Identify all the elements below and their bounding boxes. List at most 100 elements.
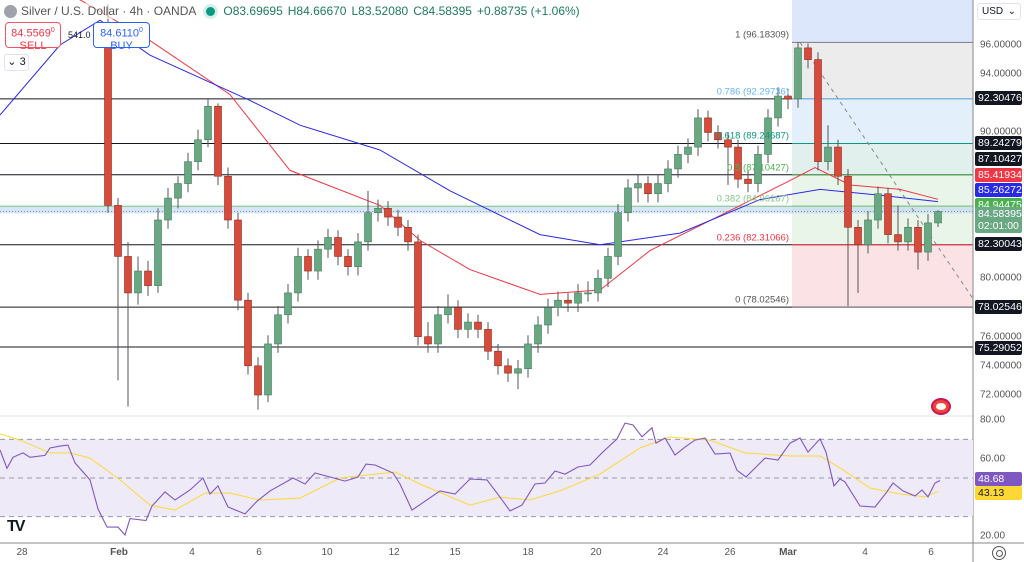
candle-body bbox=[484, 329, 492, 352]
chevron-down-icon: ⌄ bbox=[7, 56, 20, 68]
rsi-ma-line bbox=[0, 433, 939, 511]
settings-gear-icon[interactable] bbox=[992, 546, 1006, 560]
rsi-tick-label: 80.00 bbox=[980, 414, 1006, 426]
fib-ratio: 0.618 bbox=[716, 130, 741, 142]
fib-price: 84.96167 bbox=[746, 193, 786, 205]
candle-body bbox=[194, 139, 202, 162]
price-tick-label: 96.00000 bbox=[980, 39, 1022, 51]
candle-body bbox=[434, 314, 442, 345]
candle-body bbox=[854, 226, 862, 246]
candle-body bbox=[714, 132, 722, 141]
date-tick-label: 20 bbox=[590, 547, 602, 558]
price-tick-label: 74.00000 bbox=[980, 360, 1022, 372]
tradingview-logo-icon[interactable]: TV bbox=[7, 518, 26, 535]
candle-body bbox=[324, 237, 332, 250]
candle-body bbox=[244, 299, 252, 367]
candle-body bbox=[114, 205, 122, 257]
fib-zone bbox=[792, 244, 973, 308]
fib-price: 82.31066 bbox=[746, 232, 786, 244]
low-value: L83.52080 bbox=[351, 4, 409, 18]
candle-body bbox=[664, 168, 672, 184]
candle-body bbox=[884, 193, 892, 235]
rsi-value-tag: 48.68 bbox=[975, 472, 1022, 486]
candle-body bbox=[874, 193, 882, 221]
candle-body bbox=[464, 321, 472, 330]
fib-ratio: 0.382 bbox=[716, 193, 741, 205]
candle-body bbox=[444, 307, 452, 316]
candle-body bbox=[454, 307, 462, 330]
fib-ratio: 1 bbox=[735, 29, 741, 41]
price-level-tag: 85.26272 bbox=[975, 183, 1022, 197]
indicators-toggle-button[interactable]: ⌄ 3 bbox=[4, 54, 29, 71]
candle-body bbox=[734, 146, 742, 180]
candle-body bbox=[294, 256, 302, 294]
date-tick-label: 28 bbox=[16, 547, 28, 558]
candle-body bbox=[744, 178, 752, 184]
buy-label: BUY bbox=[110, 39, 133, 52]
candle-body bbox=[414, 241, 422, 337]
candle-body bbox=[764, 117, 772, 155]
candle-body bbox=[684, 146, 692, 155]
candle-body bbox=[914, 226, 922, 253]
candle-body bbox=[584, 292, 592, 295]
price-level-tag: 87.10427 bbox=[975, 152, 1022, 166]
candle-body bbox=[504, 365, 512, 374]
candle-body bbox=[374, 208, 382, 214]
candle-body bbox=[354, 241, 362, 267]
date-tick-label: Feb bbox=[110, 547, 128, 558]
sell-button[interactable]: 84.55690 SELL bbox=[5, 22, 61, 52]
sell-label: SELL bbox=[19, 39, 47, 52]
candle-body bbox=[534, 324, 542, 345]
candle-body bbox=[824, 146, 832, 162]
fib-ratio: 0 bbox=[735, 294, 741, 306]
fib-zone bbox=[792, 174, 973, 206]
fib-level-label: 0.618 (89.24687) bbox=[716, 130, 789, 142]
candle-body bbox=[864, 219, 872, 246]
candle-body bbox=[814, 59, 822, 162]
candle-body bbox=[674, 154, 682, 170]
date-tick-label: 4 bbox=[189, 547, 195, 558]
candle-body bbox=[334, 237, 342, 257]
candle-body bbox=[634, 183, 642, 189]
rsi-tick-label: 60.00 bbox=[980, 453, 1006, 465]
spread-value: 541.0 bbox=[68, 30, 91, 40]
candle-body bbox=[224, 175, 232, 221]
buy-price-sup: 0 bbox=[139, 27, 143, 34]
fib-level-label: 0.382 (84.96167) bbox=[716, 193, 789, 205]
open-value: O83.69695 bbox=[223, 4, 283, 18]
candle-body bbox=[264, 343, 272, 396]
fib-top-zone bbox=[792, 0, 973, 43]
candle-body bbox=[654, 183, 662, 195]
price-level-tag: 92.30476 bbox=[975, 91, 1022, 105]
candle-body bbox=[784, 95, 792, 100]
price-tick-label: 76.00000 bbox=[980, 331, 1022, 343]
buy-button[interactable]: 84.61100 BUY bbox=[93, 22, 150, 52]
fib-price: 89.24687 bbox=[746, 130, 786, 142]
candle-body bbox=[754, 154, 762, 184]
fib-level-label: 0 (78.02546) bbox=[735, 294, 789, 306]
change-value: +0.88735 (+1.06%) bbox=[476, 4, 580, 18]
candle-body bbox=[544, 307, 552, 326]
price-tick-label: 94.00000 bbox=[980, 68, 1022, 80]
rsi-tick-label: 20.00 bbox=[980, 530, 1006, 542]
fib-ratio: 0.5 bbox=[727, 162, 741, 174]
currency-dropdown[interactable]: USD ⌄ bbox=[977, 3, 1021, 20]
price-level-tag: 78.02546 bbox=[975, 300, 1022, 314]
candle-body bbox=[404, 226, 412, 243]
candle-body bbox=[274, 314, 282, 345]
candle-body bbox=[174, 183, 182, 199]
candle-body bbox=[214, 105, 222, 177]
symbol-title[interactable]: Silver / U.S. Dollar · 4h · OANDA bbox=[21, 4, 197, 18]
price-tick-label: 90.00000 bbox=[980, 126, 1022, 138]
candle-body bbox=[204, 105, 212, 141]
candle-body bbox=[724, 139, 732, 148]
indicators-count: 3 bbox=[19, 56, 26, 68]
price-tick-label: 80.00000 bbox=[980, 272, 1022, 284]
candle-body bbox=[424, 336, 432, 345]
date-tick-label: Mar bbox=[779, 547, 797, 558]
fib-ratio: 0.236 bbox=[716, 232, 741, 244]
economic-event-flag-icon[interactable] bbox=[931, 398, 951, 415]
candle-body bbox=[644, 183, 652, 195]
candle-body bbox=[514, 368, 522, 374]
